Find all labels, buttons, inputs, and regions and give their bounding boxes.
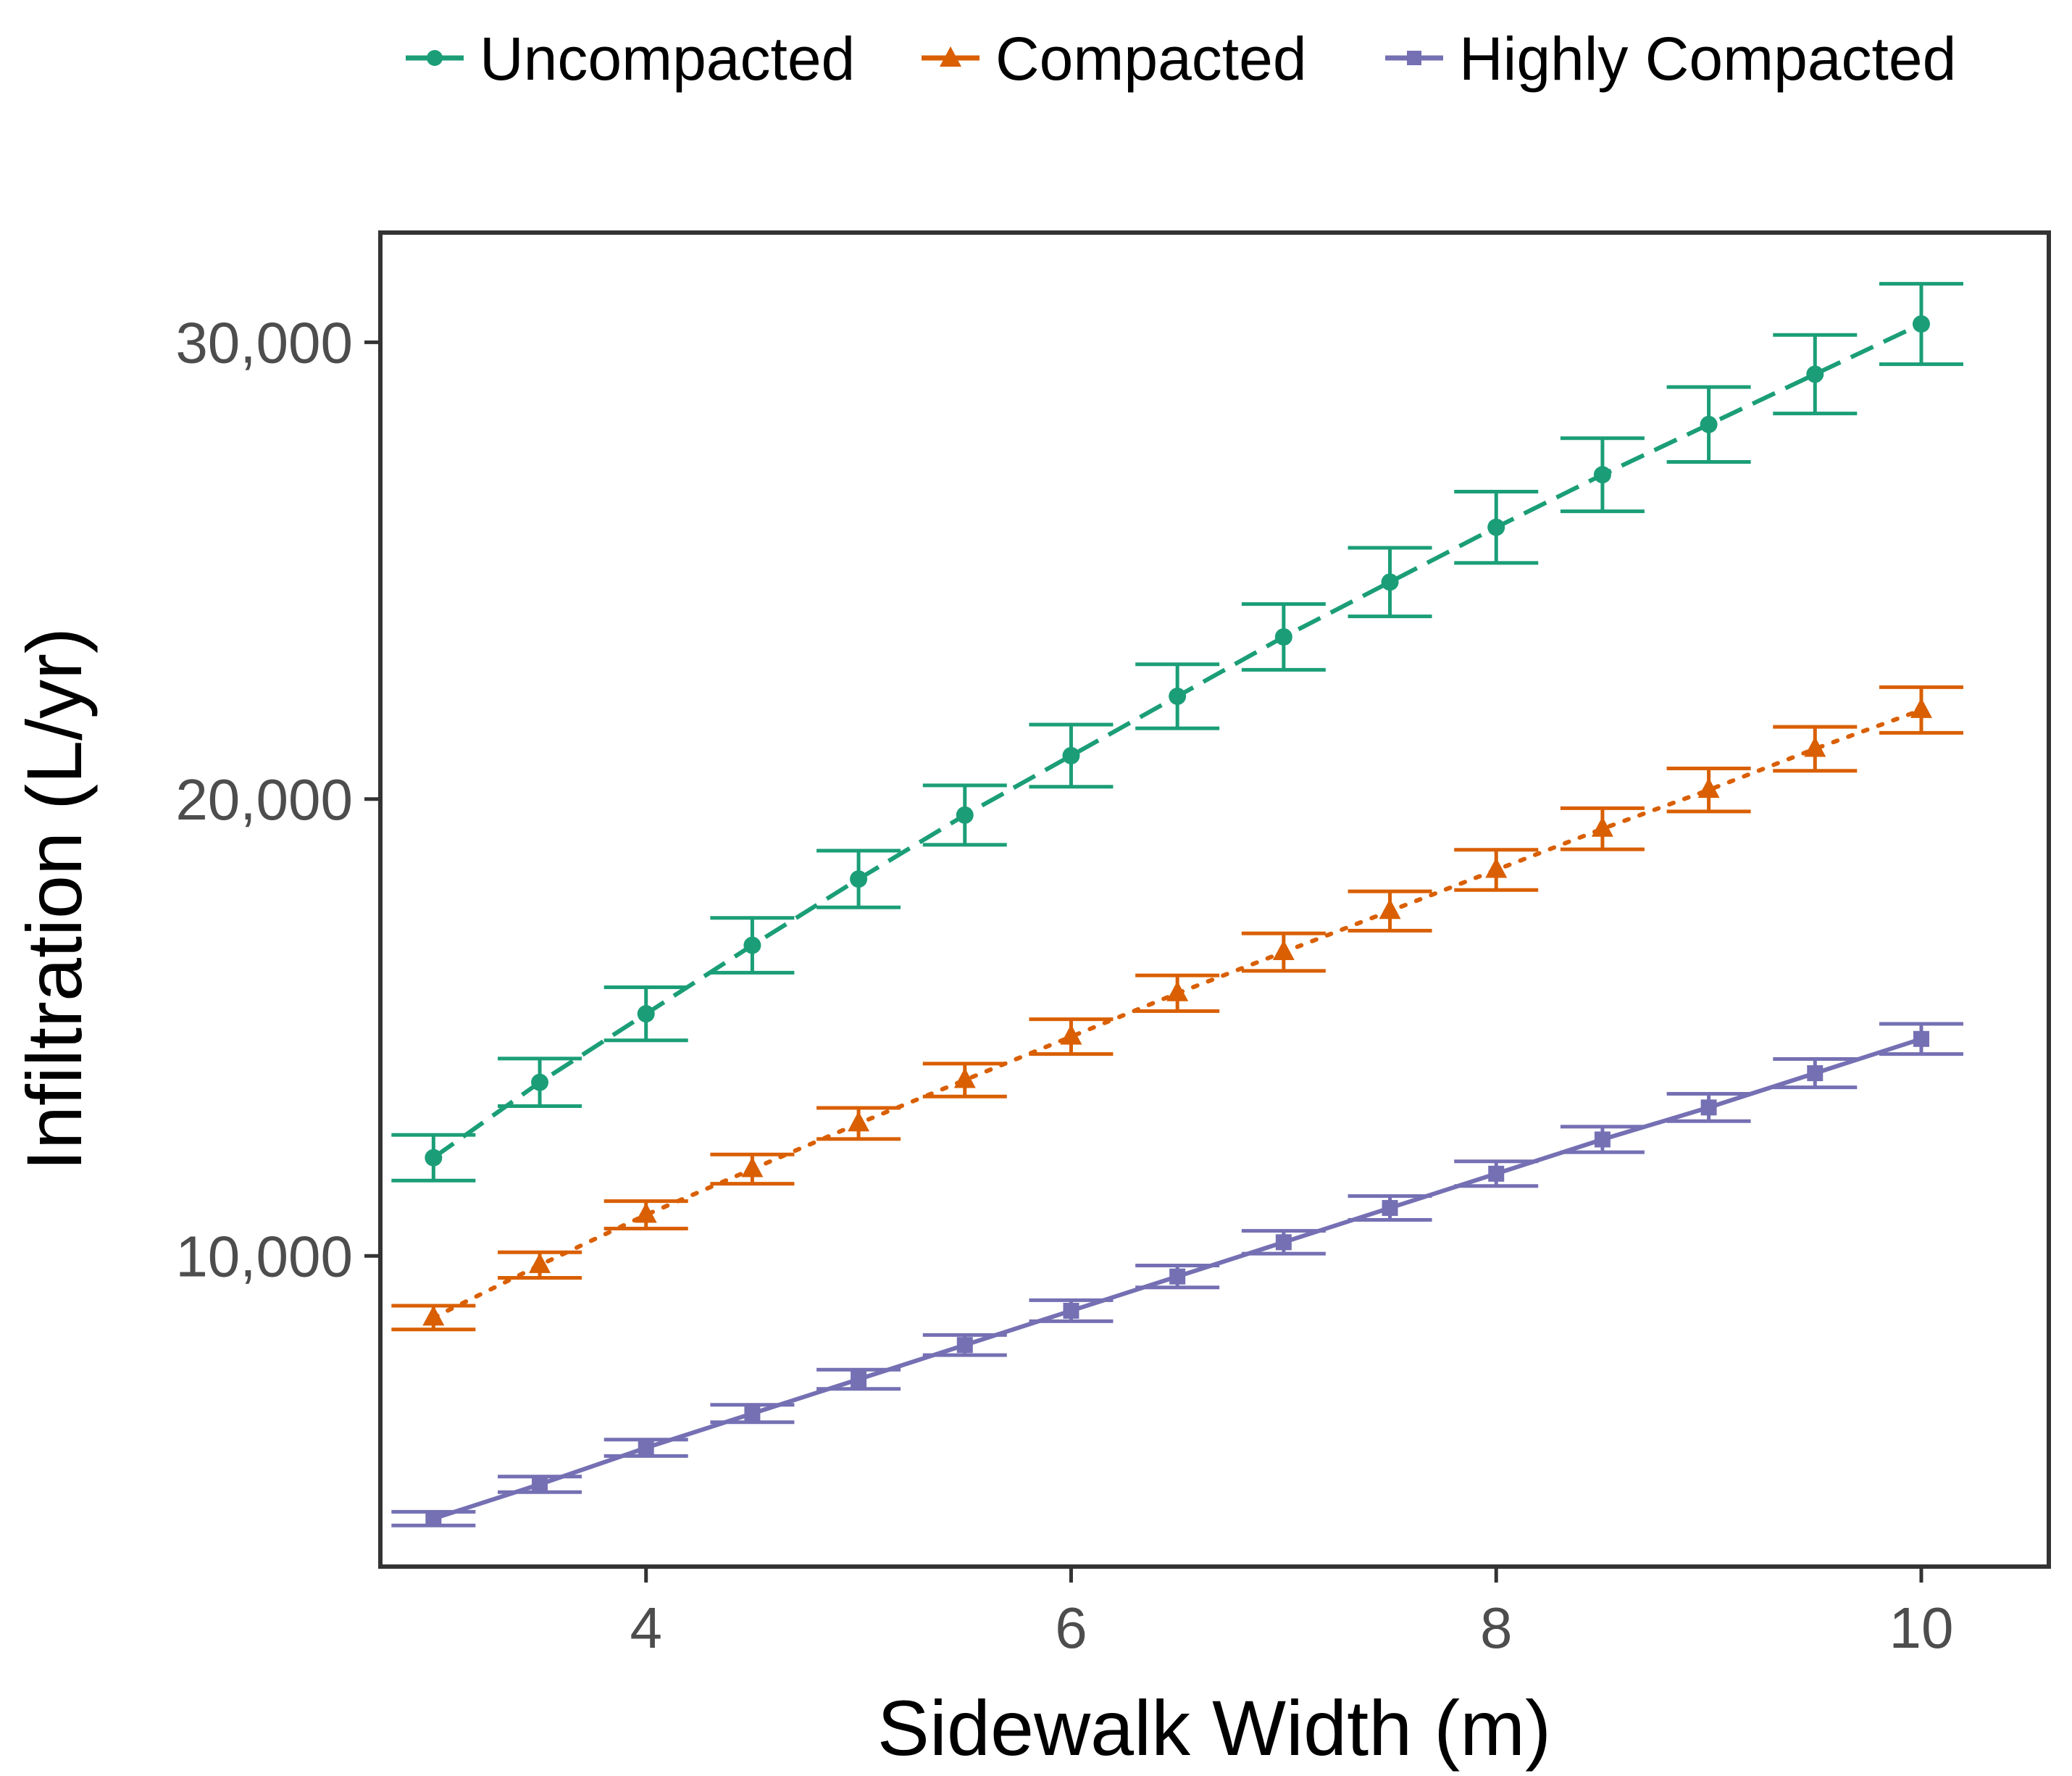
data-point bbox=[741, 1156, 764, 1177]
data-point bbox=[1804, 736, 1826, 757]
y-axis: 10,000 20,000 30,000 bbox=[175, 310, 380, 1288]
data-point bbox=[1910, 697, 1932, 718]
series-uncompacted bbox=[391, 282, 1963, 1183]
data-point bbox=[425, 1148, 443, 1167]
legend-item-compacted: Compacted bbox=[922, 25, 1307, 93]
data-point bbox=[956, 806, 974, 824]
x-tick-label: 10 bbox=[1889, 1596, 1953, 1660]
data-point bbox=[1487, 518, 1505, 536]
data-point bbox=[422, 1305, 445, 1326]
data-point bbox=[1807, 1065, 1824, 1082]
data-point bbox=[1062, 746, 1080, 764]
data-point bbox=[1700, 415, 1718, 433]
data-point bbox=[529, 1252, 551, 1273]
data-point bbox=[531, 1073, 549, 1091]
data-point bbox=[1166, 980, 1189, 1001]
x-tick-label: 8 bbox=[1480, 1596, 1513, 1660]
data-point bbox=[1169, 1268, 1186, 1285]
data-point bbox=[1275, 1234, 1292, 1251]
x-tick-label: 4 bbox=[630, 1596, 662, 1660]
data-point bbox=[1913, 1030, 1929, 1047]
data-point bbox=[1274, 628, 1292, 646]
y-tick-label: 10,000 bbox=[175, 1224, 353, 1288]
data-point bbox=[953, 1067, 976, 1088]
data-point bbox=[532, 1476, 548, 1493]
y-axis-title: Infiltration (L/yr) bbox=[10, 628, 98, 1171]
data-point bbox=[1591, 816, 1613, 837]
series-layer bbox=[391, 282, 1963, 1527]
data-point bbox=[1381, 573, 1399, 591]
data-point bbox=[1485, 857, 1508, 878]
data-point bbox=[1700, 1099, 1717, 1116]
data-point bbox=[1063, 1302, 1079, 1319]
series-compacted bbox=[391, 685, 1963, 1332]
data-point bbox=[1912, 315, 1930, 333]
data-point bbox=[1806, 365, 1824, 383]
data-point bbox=[1060, 1024, 1082, 1045]
legend-item-uncompacted: Uncompacted bbox=[406, 25, 855, 93]
plot-panel bbox=[378, 230, 2051, 1569]
data-point bbox=[956, 1337, 973, 1354]
x-axis: 4 6 8 10 bbox=[630, 1567, 1953, 1660]
data-point bbox=[848, 1111, 870, 1132]
data-point bbox=[744, 1405, 761, 1422]
data-point bbox=[637, 1005, 655, 1023]
data-point bbox=[851, 1371, 867, 1388]
legend-label-highly-compacted: Highly Compacted bbox=[1459, 25, 1956, 93]
data-point bbox=[635, 1202, 657, 1223]
legend-item-highly-compacted: Highly Compacted bbox=[1385, 25, 1956, 93]
data-point bbox=[1379, 899, 1401, 920]
data-point bbox=[850, 870, 868, 888]
legend-marker-highly-compacted bbox=[1407, 51, 1421, 65]
data-point bbox=[425, 1510, 442, 1527]
data-point bbox=[1697, 777, 1720, 799]
legend: Uncompacted Compacted Highly Compacted bbox=[406, 25, 1956, 93]
data-point bbox=[743, 936, 761, 954]
data-point bbox=[1594, 1131, 1611, 1148]
data-point bbox=[1169, 687, 1187, 705]
data-point bbox=[1488, 1165, 1505, 1182]
data-point bbox=[1593, 466, 1611, 484]
x-axis-title: Sidewalk Width (m) bbox=[877, 1684, 1551, 1772]
legend-label-compacted: Compacted bbox=[995, 25, 1307, 93]
series-highly-compacted bbox=[391, 1022, 1963, 1527]
data-point bbox=[638, 1440, 654, 1456]
y-tick-label: 30,000 bbox=[175, 310, 353, 375]
data-point bbox=[1382, 1200, 1398, 1217]
data-point bbox=[1272, 940, 1295, 961]
x-tick-label: 6 bbox=[1055, 1596, 1087, 1660]
legend-label-uncompacted: Uncompacted bbox=[480, 25, 855, 93]
legend-marker-uncompacted bbox=[427, 50, 443, 66]
y-tick-label: 20,000 bbox=[175, 767, 353, 832]
legend-marker-compacted bbox=[940, 46, 961, 67]
